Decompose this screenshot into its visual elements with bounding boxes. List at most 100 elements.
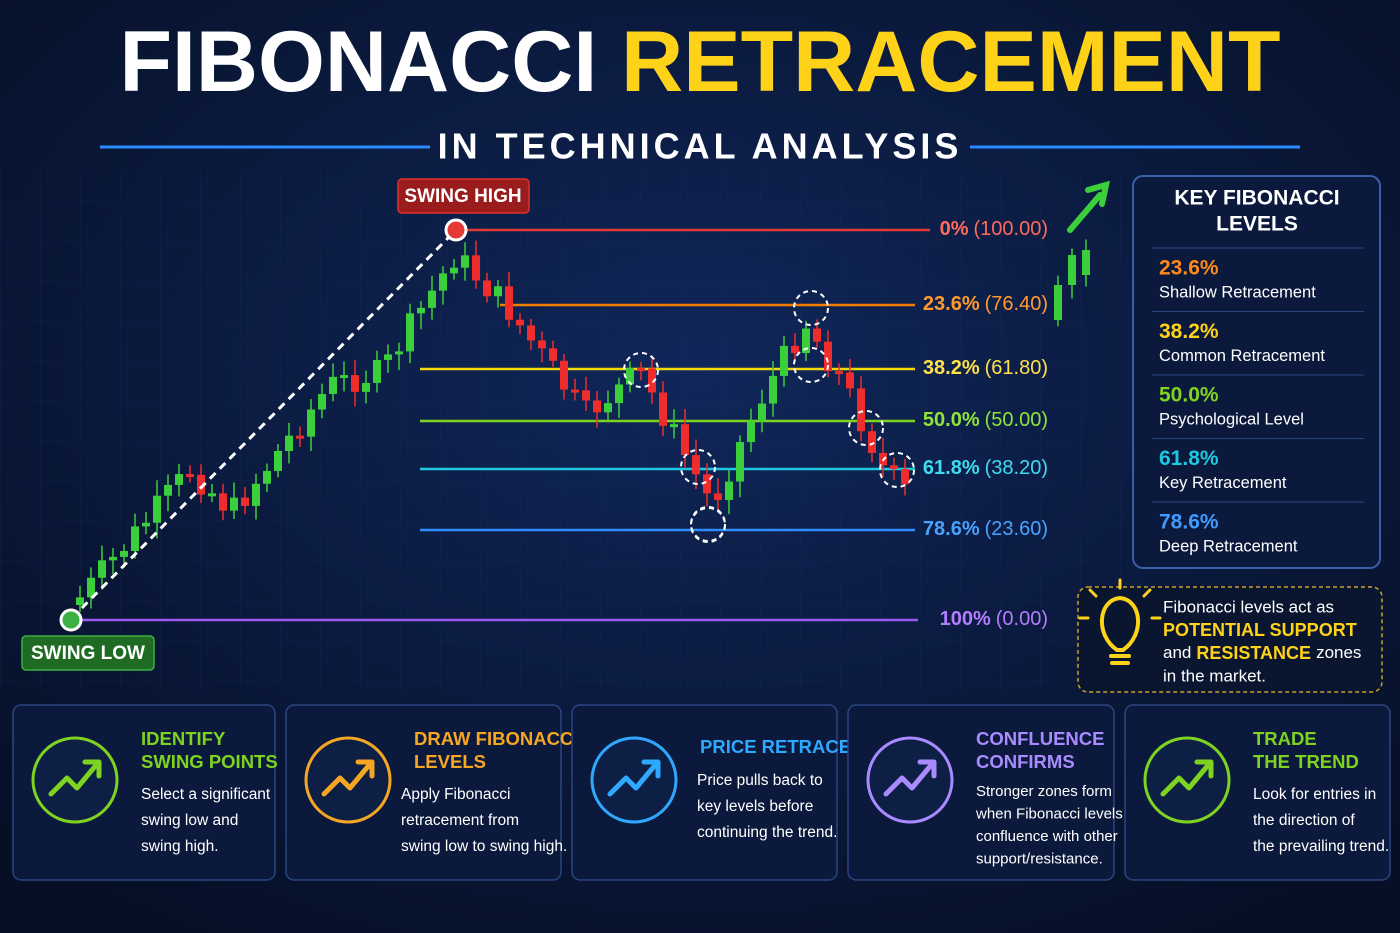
candle-body (626, 368, 634, 385)
candle-body (681, 424, 689, 456)
candle-body (197, 474, 205, 495)
candle-body (98, 560, 106, 578)
candle-body (109, 556, 117, 561)
fib-price: (50.00) (985, 409, 1048, 431)
note-zones: zones (1316, 643, 1361, 662)
note-line: in the market. (1163, 666, 1266, 685)
card-text: swing low and (141, 812, 238, 829)
fib-label: 100% (0.00) (940, 608, 1048, 630)
card-icon-ring (1143, 736, 1231, 824)
candle-body (714, 493, 722, 500)
subtitle: IN TECHNICAL ANALYSIS (438, 126, 963, 167)
candle-body (263, 470, 271, 484)
panel-title: LEVELS (1216, 213, 1298, 236)
candle-body (901, 469, 909, 485)
fib-pct: 0% (940, 218, 969, 240)
card-text: support/resistance. (976, 850, 1103, 867)
candle-body (1068, 255, 1076, 285)
candle-body (703, 474, 711, 494)
trend-arrow (1067, 180, 1110, 233)
card-text: when Fibonacci levels (975, 805, 1123, 822)
candle-body (868, 431, 876, 453)
card-title: CONFLUENCE (976, 728, 1104, 749)
fib-price: (61.80) (985, 357, 1048, 379)
candle-body (736, 442, 744, 482)
candle-body (175, 474, 183, 485)
candle-body (659, 392, 667, 426)
card-icon-ring (866, 736, 954, 824)
candle-body (516, 319, 524, 326)
candle-body (780, 345, 788, 376)
card-text: Look for entries in (1253, 786, 1376, 803)
candle-body (428, 290, 436, 308)
card-title: PRICE RETRACES (700, 736, 863, 757)
card-text: Price pulls back to (697, 772, 823, 789)
side-panel: KEY FIBONACCI LEVELS 23.6% Shallow Retracem… (1077, 175, 1383, 693)
title-yellow: RETRACEMENT (621, 14, 1280, 110)
fib-price: (0.00) (996, 608, 1048, 630)
highlight-ring (879, 452, 915, 488)
candle-body (472, 255, 480, 281)
candle-body (252, 483, 260, 506)
card-title: CONFIRMS (976, 751, 1075, 772)
candle-body (582, 390, 590, 401)
panel-pct: 61.8% (1159, 447, 1219, 470)
candle-body (285, 435, 293, 451)
candle-body (318, 393, 326, 410)
candle-body (758, 403, 766, 422)
candle-body (450, 267, 458, 274)
candle-body (890, 465, 898, 470)
panel-pct: 50.0% (1159, 384, 1219, 407)
candle-body (164, 484, 172, 496)
candle-body (527, 325, 535, 341)
candle-body (747, 421, 755, 443)
fib-label: 78.6% (23.60) (923, 518, 1048, 540)
card-icon (883, 759, 937, 797)
card-icon (48, 759, 102, 797)
fib-label: 0% (100.00) (940, 218, 1048, 240)
swing-link (70, 230, 456, 620)
card-title: LEVELS (414, 751, 486, 772)
candle-body (791, 345, 799, 354)
candle-body (307, 409, 315, 437)
note-line: Fibonacci levels act as (1163, 597, 1334, 616)
card-icon-ring (31, 736, 119, 824)
candle-body (76, 597, 84, 605)
candle-body (593, 400, 601, 413)
card-text: Stronger zones form (976, 783, 1112, 800)
candle-body (373, 359, 381, 383)
candle-body (1082, 250, 1090, 275)
card-title: SWING POINTS (141, 751, 278, 772)
candle-body (813, 328, 821, 342)
candle-body (406, 313, 414, 352)
swing-low-box (21, 635, 155, 671)
card-text: continuing the trend. (697, 824, 837, 841)
candle-body (87, 577, 95, 598)
fib-label: 50.0% (50.00) (923, 409, 1048, 431)
panel-desc: Psychological Level (1159, 410, 1304, 428)
candle-body (637, 368, 645, 372)
candle-body (230, 497, 238, 511)
fib-label: 61.8% (38.20) (923, 457, 1048, 479)
card-text: confluence with other (976, 828, 1118, 845)
card-text: swing high. (141, 838, 219, 855)
card-icon-ring (304, 736, 392, 824)
candle-body (417, 307, 425, 314)
chart: 0% (100.00)23.6% (76.40)38.2% (61.80)50.0%(… (21, 178, 1110, 671)
card-title: TRADE (1253, 728, 1317, 749)
swing-low-dot (59, 608, 83, 632)
card-title: DRAW FIBONACCI (414, 728, 578, 749)
highlight-ring (680, 449, 716, 485)
highlight-ring (848, 410, 884, 446)
card-icon-ring (590, 736, 678, 824)
card-text: Select a significant (141, 786, 271, 803)
fib-price: (23.60) (985, 518, 1048, 540)
card-text: the direction of (1253, 812, 1355, 829)
panel-box (1132, 175, 1381, 569)
note-box (1077, 586, 1383, 693)
candle-body (549, 348, 557, 361)
panel-pct: 38.2% (1159, 320, 1219, 343)
candle-body (725, 481, 733, 500)
candle-body (296, 435, 304, 439)
